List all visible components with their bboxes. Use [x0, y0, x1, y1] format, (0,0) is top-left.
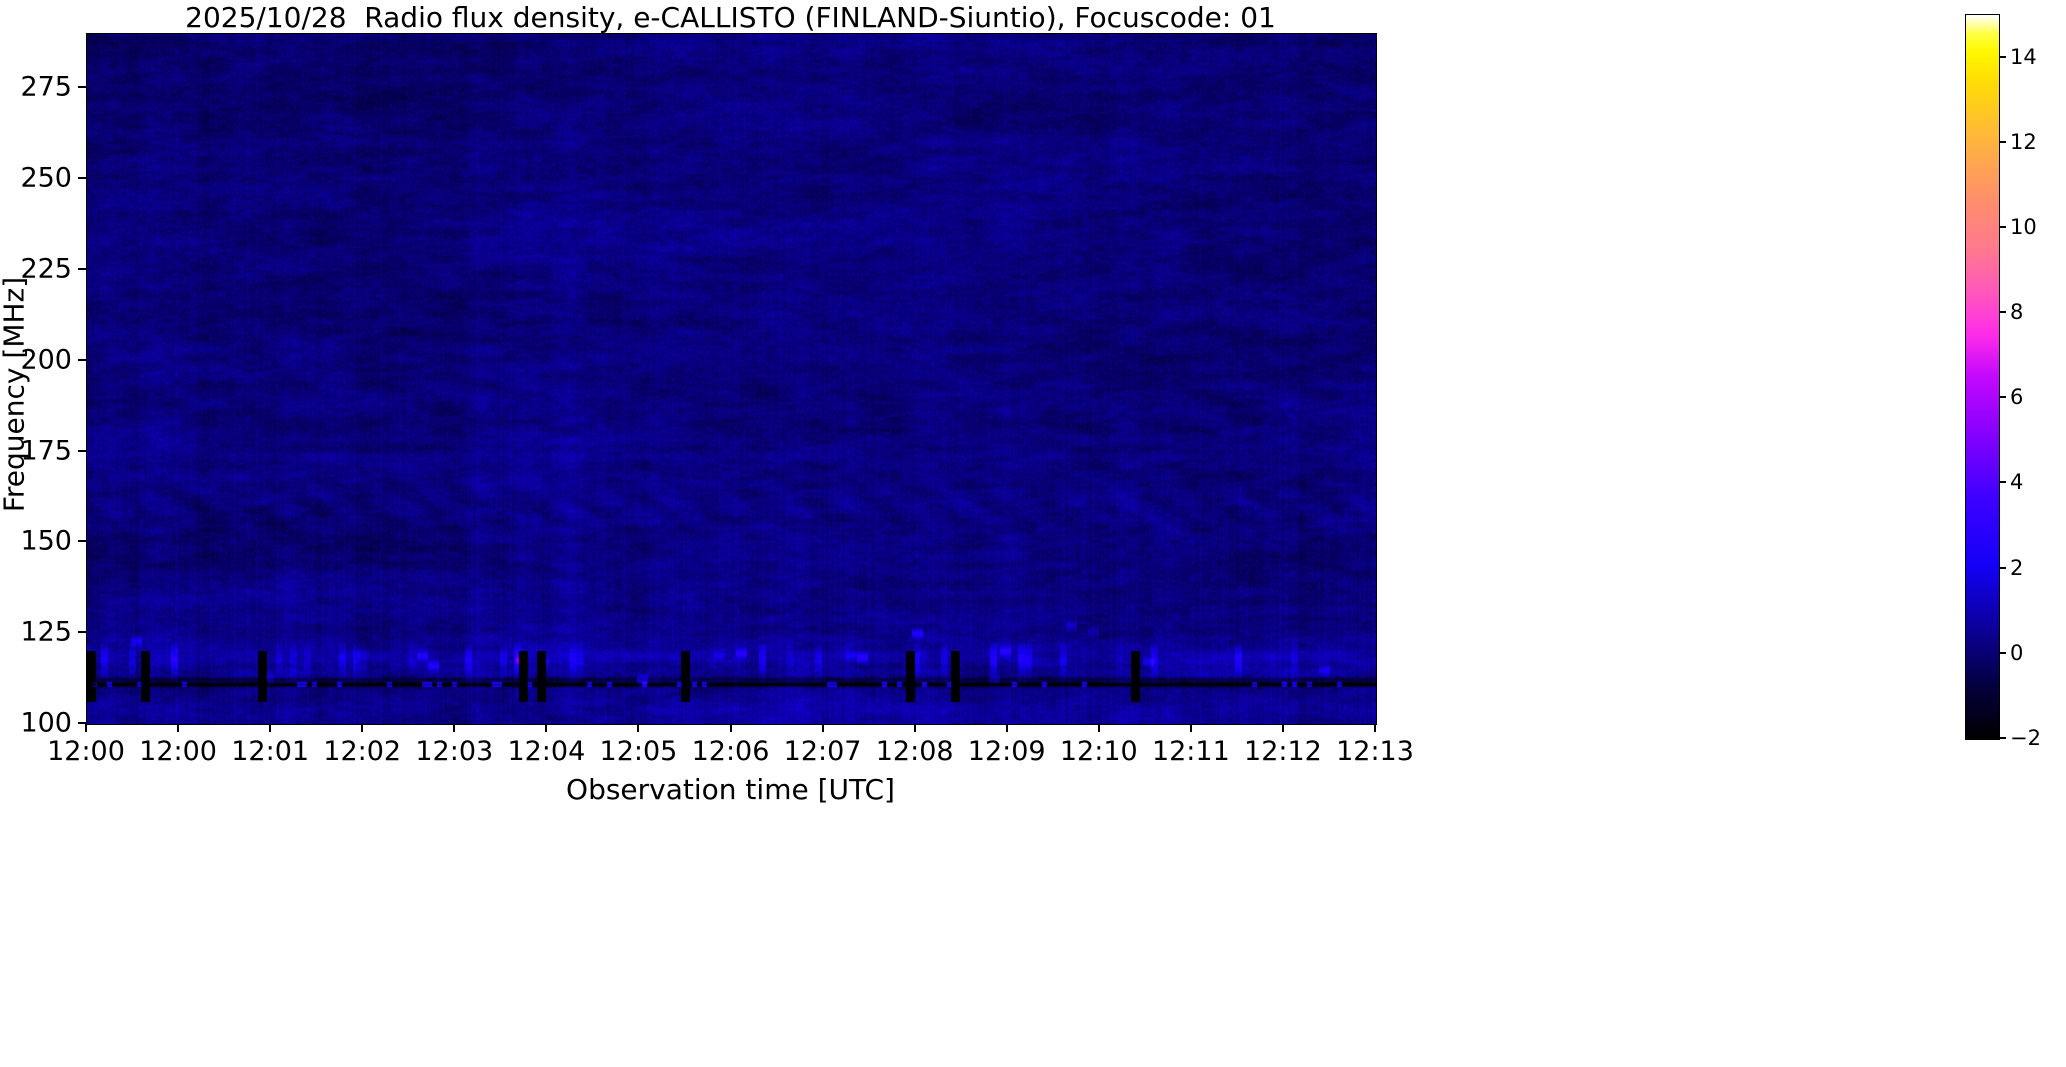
page-title: 2025/10/28 Radio flux density, e-CALLIST…	[185, 1, 1276, 34]
spectrogram-image[interactable]	[87, 34, 1376, 724]
y-tick-mark	[78, 177, 86, 180]
colorbar[interactable]	[1965, 14, 2000, 740]
x-tick-label: 12:02	[323, 736, 402, 767]
x-tick-label: 12:01	[231, 736, 310, 767]
y-tick-mark	[78, 86, 86, 89]
y-tick-label: 150	[20, 525, 72, 557]
x-tick-mark	[453, 724, 456, 732]
y-tick-mark	[78, 540, 86, 543]
x-tick-label: 12:11	[1151, 736, 1230, 767]
x-tick-mark	[1189, 724, 1192, 732]
x-tick-mark	[361, 724, 364, 732]
x-tick-label: 12:00	[139, 736, 217, 767]
colorbar-tick-label: 14	[2010, 44, 2037, 69]
y-tick-label: 275	[20, 71, 72, 103]
colorbar-tick-label: −2	[2010, 726, 2041, 750]
x-tick-mark	[545, 724, 548, 732]
colorbar-tick-label: 12	[2010, 129, 2037, 154]
y-tick-mark	[78, 631, 86, 634]
colorbar-tick-mark	[1999, 311, 2006, 314]
x-tick-label: 12:00	[47, 736, 125, 767]
colorbar-tick-mark	[1999, 225, 2006, 228]
spectrogram-plot-area[interactable]	[86, 33, 1377, 725]
x-tick-label: 12:13	[1336, 736, 1414, 767]
x-tick-label: 12:04	[507, 736, 586, 767]
colorbar-tick-label: 6	[2010, 385, 2024, 410]
colorbar-tick-mark	[1999, 140, 2006, 143]
x-axis-label: Observation time [UTC]	[566, 773, 895, 806]
colorbar-tick-mark	[1999, 55, 2006, 58]
x-tick-label: 12:08	[875, 736, 954, 767]
x-tick-label: 12:07	[783, 736, 862, 767]
x-tick-label: 12:10	[1059, 736, 1138, 767]
x-tick-mark	[637, 724, 640, 732]
colorbar-tick-mark	[1999, 396, 2006, 399]
colorbar-gradient	[1966, 15, 1999, 739]
y-tick-label: 250	[20, 162, 72, 194]
y-tick-mark	[78, 358, 86, 361]
y-tick-label: 125	[20, 616, 72, 648]
x-tick-label: 12:05	[599, 736, 678, 767]
x-tick-label: 12:06	[691, 736, 770, 767]
x-tick-mark	[821, 724, 824, 732]
colorbar-tick-label: 2	[2010, 555, 2024, 580]
y-tick-label: 100	[20, 707, 72, 739]
y-axis-ticks: 275 250 225 200 175 150 125 100	[0, 0, 86, 1067]
colorbar-tick-mark	[1999, 737, 2006, 739]
x-tick-mark	[1281, 724, 1284, 732]
x-tick-label: 12:03	[415, 736, 494, 767]
colorbar-tick-mark	[1999, 566, 2006, 569]
colorbar-tick-mark	[1999, 651, 2006, 654]
x-tick-mark	[1097, 724, 1100, 732]
y-tick-label: 175	[20, 435, 72, 467]
x-tick-mark	[269, 724, 272, 732]
colorbar-tick-mark	[1999, 481, 2006, 484]
x-tick-label: 12:09	[967, 736, 1046, 767]
x-tick-label: 12:12	[1244, 736, 1322, 767]
x-tick-mark	[729, 724, 732, 732]
x-tick-mark	[913, 724, 916, 732]
x-tick-mark	[85, 724, 87, 732]
x-tick-mark	[1374, 724, 1376, 732]
y-tick-label: 225	[20, 253, 72, 285]
colorbar-tick-label: 0	[2010, 640, 2024, 665]
y-tick-mark	[78, 268, 86, 271]
y-tick-label: 200	[20, 344, 72, 376]
colorbar-tick-label: 10	[2010, 214, 2037, 239]
y-tick-mark	[78, 722, 86, 724]
colorbar-tick-label: 8	[2010, 300, 2024, 325]
colorbar-tick-label: 4	[2010, 470, 2024, 495]
x-tick-mark	[1005, 724, 1008, 732]
y-tick-mark	[78, 449, 86, 452]
x-tick-mark	[177, 724, 180, 732]
